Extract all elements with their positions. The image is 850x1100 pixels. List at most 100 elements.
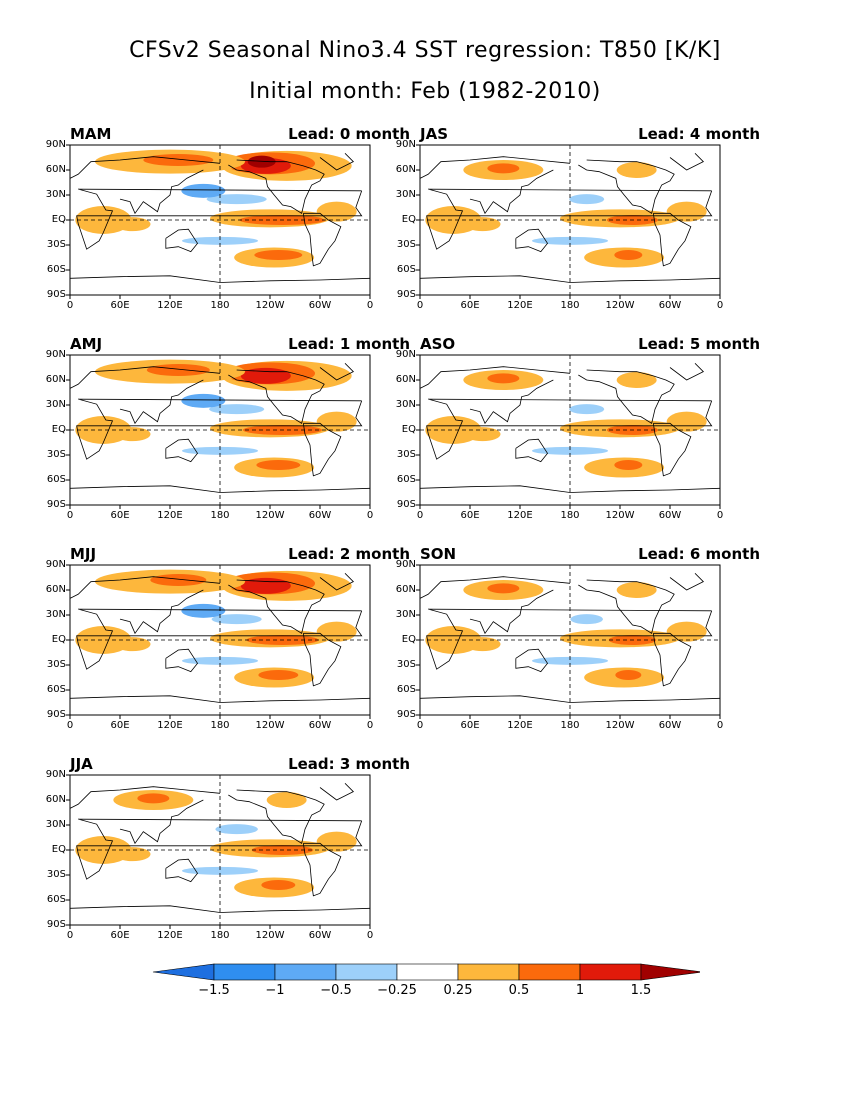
lon-label: 60W — [658, 510, 682, 521]
lat-label: 30N — [45, 609, 66, 620]
map-plot — [416, 354, 721, 509]
lon-label: 120W — [605, 300, 635, 311]
lon-label: 60E — [110, 930, 130, 941]
coastline — [76, 818, 363, 880]
lat-label: 90N — [45, 559, 66, 570]
colorbar-tick-label: 0.25 — [443, 983, 473, 998]
warm-anomaly — [614, 460, 643, 470]
lat-label: 60S — [396, 684, 416, 695]
coastline — [165, 648, 198, 673]
warm-anomaly — [614, 250, 643, 260]
lon-label: 120E — [157, 510, 183, 521]
coastline — [228, 789, 325, 844]
lat-label: 30S — [396, 659, 416, 670]
lon-label: 0 — [366, 930, 374, 941]
lon-label: 120W — [605, 510, 635, 521]
coastline — [165, 438, 198, 463]
coastline — [578, 579, 675, 634]
lon-label: 0 — [66, 510, 74, 521]
lon-label: 60E — [110, 510, 130, 521]
cool-anomaly — [532, 656, 608, 665]
lat-label: 90N — [395, 559, 416, 570]
lon-label: 60E — [460, 510, 480, 521]
lon-label: 0 — [416, 720, 424, 731]
lat-label: 60N — [45, 374, 66, 385]
lon-label: 180 — [560, 300, 580, 311]
coastline — [69, 366, 221, 389]
panel-lead-label: Lead: 0 month — [288, 125, 410, 143]
coastline — [419, 695, 721, 703]
lon-label: 180 — [210, 510, 230, 521]
coastline — [76, 188, 363, 250]
lat-label: EQ — [401, 214, 416, 225]
colorbar-tick-label: 0.5 — [508, 983, 530, 998]
map-panel-mam: MAM Lead: 0 month 90N 60N 30N EQ 30S 60S 90S 0 60E… — [40, 125, 410, 325]
lon-label: 120W — [255, 930, 285, 941]
coastline — [302, 422, 342, 477]
coastline — [165, 228, 198, 253]
lat-label: 60S — [46, 264, 66, 275]
coastline — [419, 275, 721, 283]
colorbar-segment — [579, 963, 642, 981]
coastline — [652, 422, 692, 477]
coastline — [426, 188, 713, 250]
coastline — [419, 485, 721, 493]
cool-anomaly — [569, 404, 605, 415]
warm-anomaly — [316, 411, 357, 432]
map-plot — [66, 774, 371, 929]
map-plot — [66, 354, 371, 509]
colorbar-segment — [335, 963, 398, 981]
warm-anomaly — [114, 637, 151, 652]
colorbar-segment — [518, 963, 581, 981]
warm-anomaly — [464, 637, 501, 652]
lat-label: 30N — [45, 819, 66, 830]
coastline — [419, 156, 571, 179]
coastline — [76, 608, 363, 670]
lat-label: 90N — [395, 139, 416, 150]
lon-label: 60W — [658, 720, 682, 731]
warm-anomaly — [137, 793, 170, 804]
lon-label: 60E — [460, 720, 480, 731]
lon-label: 60W — [308, 720, 332, 731]
warm-anomaly — [464, 427, 501, 442]
lat-label: 60S — [46, 894, 66, 905]
panel-lead-label: Lead: 5 month — [638, 335, 760, 353]
warm-anomaly — [256, 460, 301, 470]
warm-anomaly — [254, 250, 303, 260]
coastline — [69, 485, 371, 493]
lon-label: 0 — [716, 720, 724, 731]
map-panel-son: SON Lead: 6 month 90N 60N 30N EQ 30S 60S 90S 0 60E… — [390, 545, 760, 745]
lon-label: 0 — [66, 930, 74, 941]
coastline — [165, 858, 198, 883]
figure-title: CFSv2 Seasonal Nino3.4 SST regression: T… — [129, 38, 721, 63]
panel-lead-label: Lead: 1 month — [288, 335, 410, 353]
colorbar-tick-label: 1.5 — [630, 983, 652, 998]
colorbar-tick-label: −0.5 — [320, 983, 352, 998]
lon-label: 0 — [366, 720, 374, 731]
lat-label: 90N — [395, 349, 416, 360]
coastline — [319, 783, 355, 801]
lat-label: 60N — [395, 164, 416, 175]
lon-label: 180 — [210, 930, 230, 941]
map-plot — [416, 564, 721, 719]
cool-anomaly — [181, 393, 226, 408]
lon-label: 120W — [255, 720, 285, 731]
lat-label: 30N — [395, 609, 416, 620]
colorbar-tick-label: −0.25 — [377, 983, 417, 998]
lon-label: 60E — [460, 300, 480, 311]
coastline — [578, 159, 675, 214]
lon-label: 60E — [110, 300, 130, 311]
lat-label: 60S — [46, 474, 66, 485]
cool-anomaly — [182, 866, 258, 875]
warm-anomaly — [261, 880, 296, 890]
cool-anomaly — [209, 404, 265, 415]
coastline — [69, 695, 371, 703]
lon-label: 0 — [716, 510, 724, 521]
cool-anomaly — [570, 614, 603, 625]
panel-lead-label: Lead: 6 month — [638, 545, 760, 563]
panel-season-label: AMJ — [70, 335, 103, 353]
lat-label: 90S — [396, 499, 416, 510]
lat-label: 30S — [46, 449, 66, 460]
cool-anomaly — [181, 183, 226, 198]
warm-anomaly — [615, 670, 642, 680]
